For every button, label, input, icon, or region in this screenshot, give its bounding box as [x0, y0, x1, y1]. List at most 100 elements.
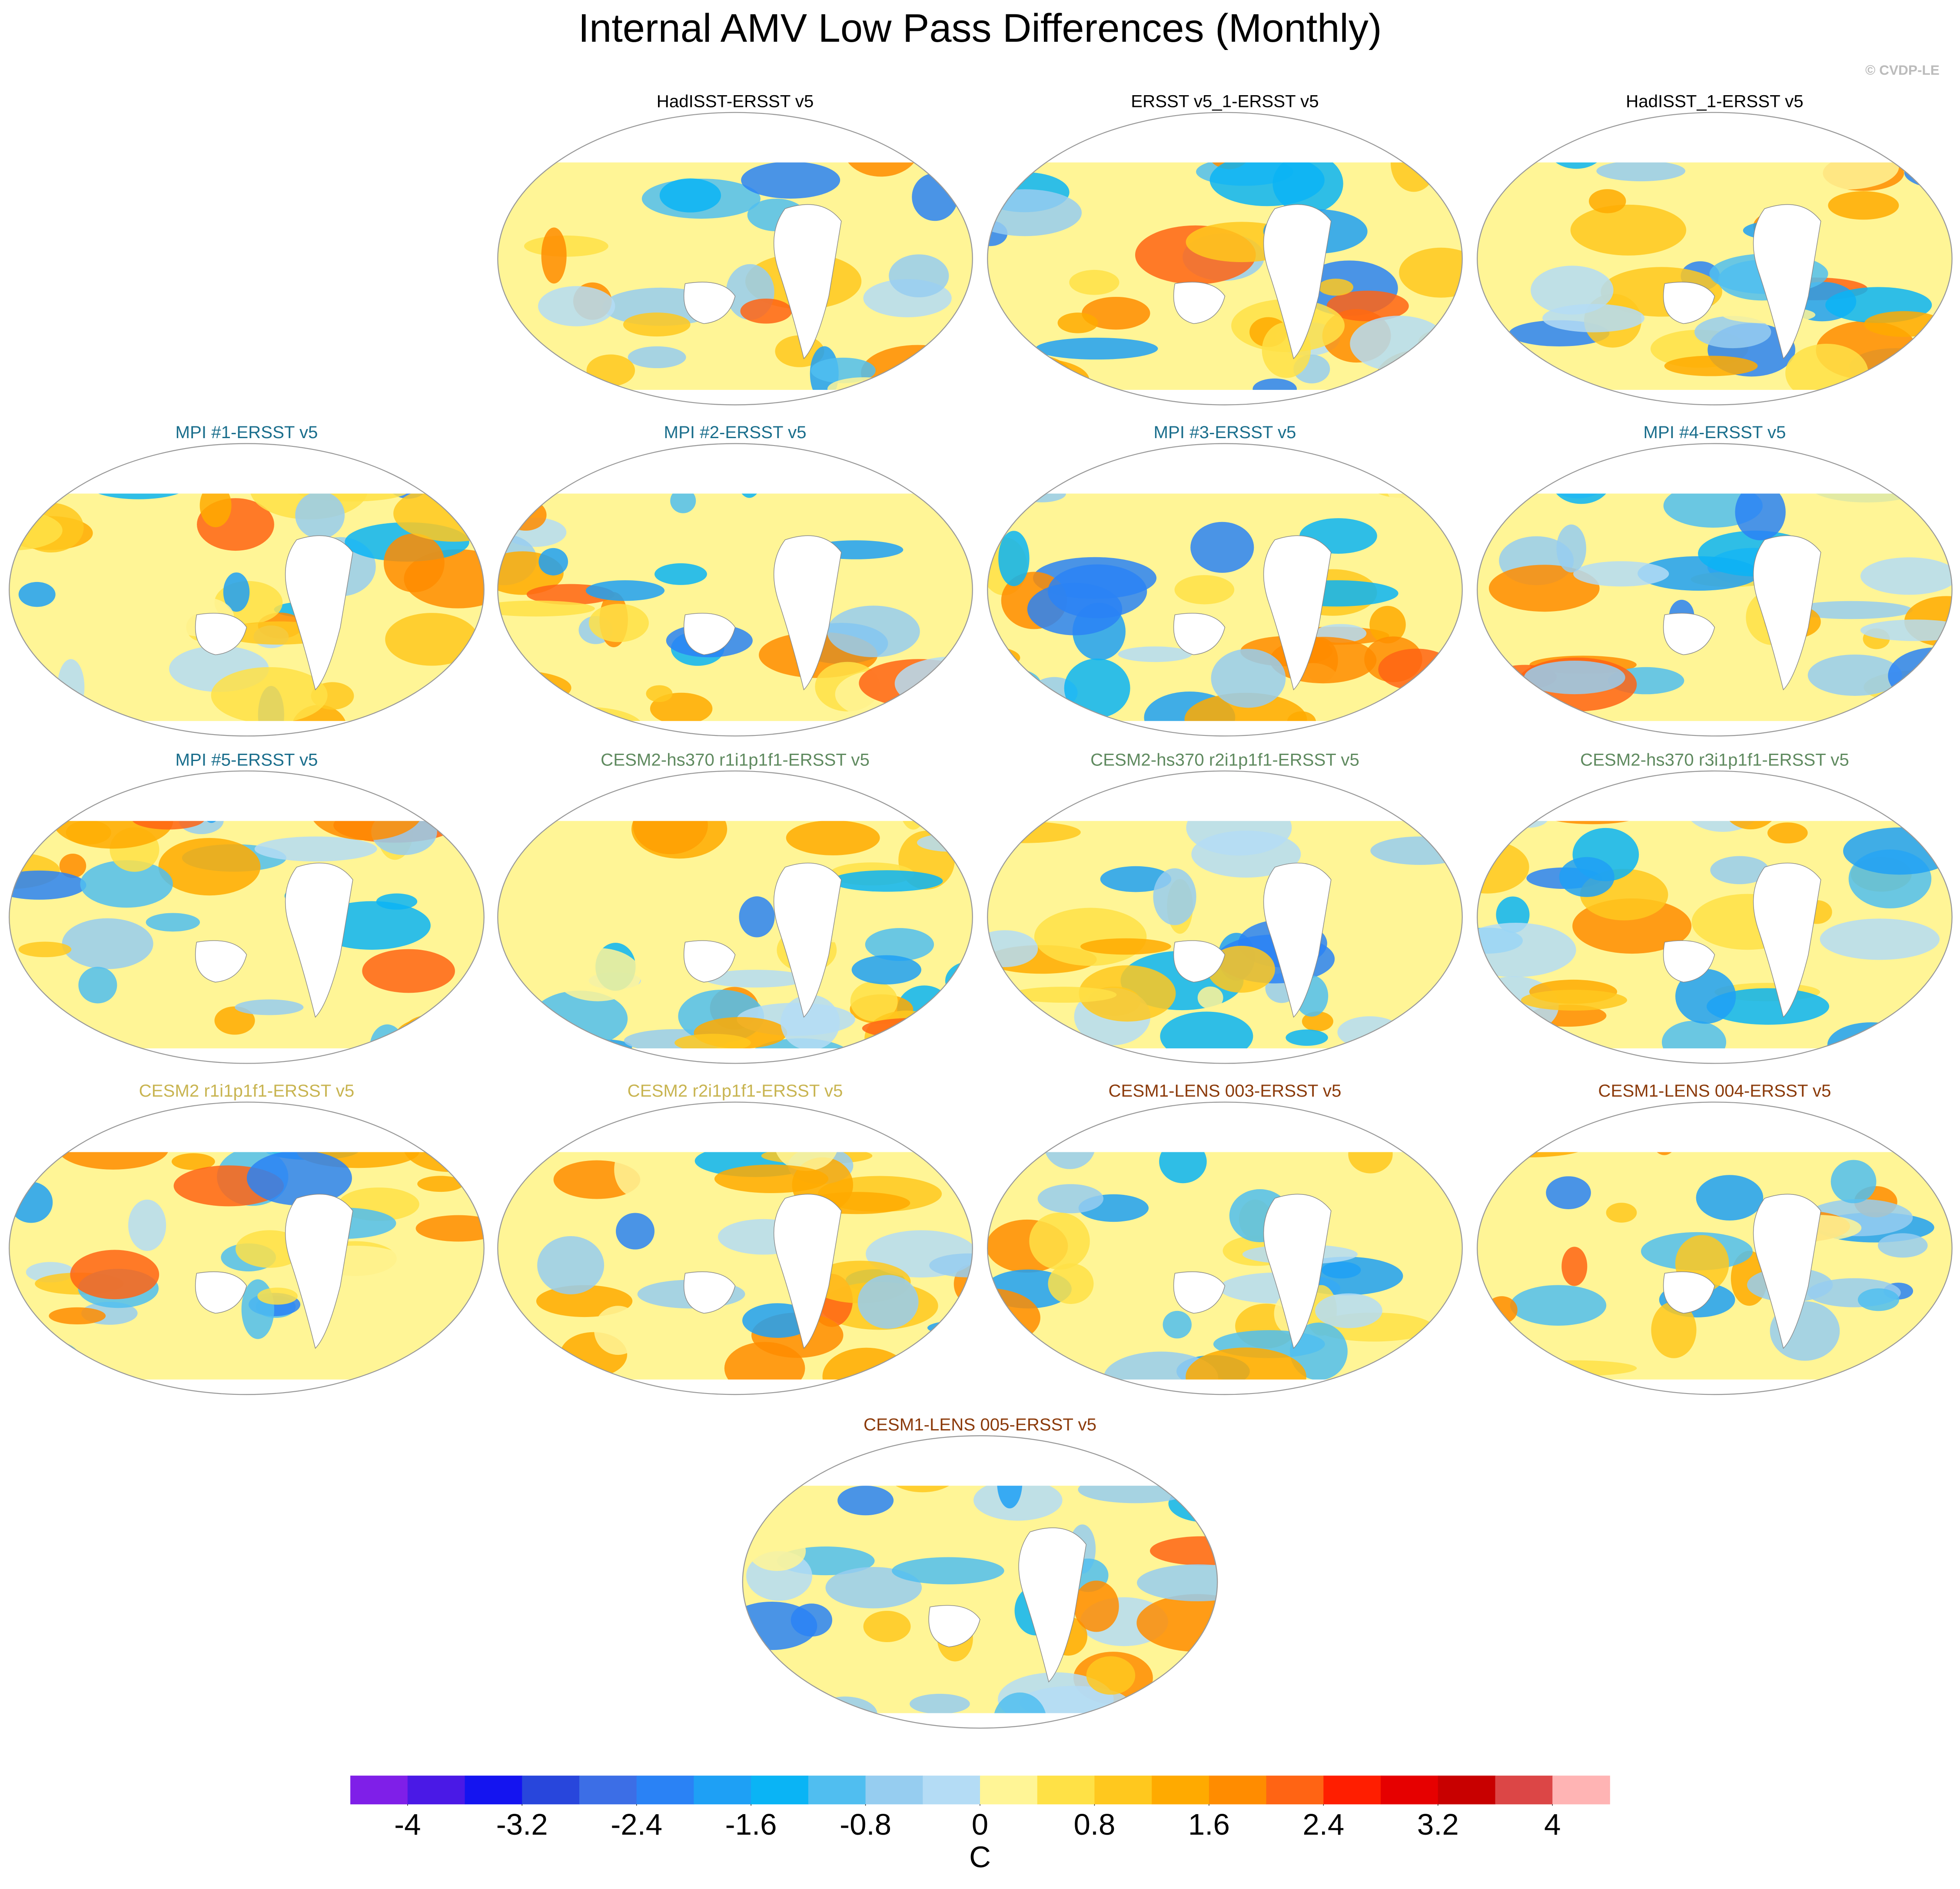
field-blob — [501, 808, 571, 858]
field-blob — [863, 1610, 911, 1643]
colorbar-tick-label: -3.2 — [496, 1808, 548, 1841]
field-blob — [1518, 1374, 1591, 1393]
polar-land — [498, 389, 973, 405]
map — [498, 443, 973, 736]
field-blob — [1573, 517, 1635, 559]
colorbar-box — [980, 1776, 1038, 1805]
field-blob — [1322, 1261, 1361, 1279]
map-border — [742, 1435, 1218, 1729]
polar-land — [498, 1102, 973, 1152]
field-blob — [929, 1253, 973, 1277]
map — [9, 771, 484, 1064]
field-blob — [831, 870, 943, 892]
colorbar-box — [350, 1776, 408, 1805]
field-blob — [1378, 649, 1455, 691]
field-blob — [1000, 355, 1075, 405]
colorbar-box — [465, 1776, 523, 1805]
polar-land — [1477, 443, 1952, 494]
land — [1173, 613, 1226, 655]
land — [928, 1605, 980, 1647]
panel-title: MPI #1-ERSST v5 — [175, 422, 318, 442]
field-blob — [1508, 609, 1596, 625]
field-blob — [950, 490, 973, 515]
field-blob — [1911, 1102, 1952, 1154]
field-blob — [80, 860, 173, 908]
land — [285, 862, 353, 1018]
field-blob — [1420, 1014, 1462, 1064]
field-blob — [1416, 1009, 1462, 1052]
field-blob — [1828, 191, 1899, 220]
colorbar-tick-label: 4 — [1544, 1808, 1561, 1841]
colorbar-box — [1552, 1776, 1610, 1805]
land — [1263, 862, 1332, 1018]
field-blob — [1186, 1347, 1306, 1395]
panel-title: CESM1-LENS 003-ERSST v5 — [1109, 1081, 1342, 1101]
field-blob — [214, 1006, 255, 1035]
colorbar-box — [865, 1776, 924, 1805]
field-blob — [623, 313, 691, 337]
field-blob — [1073, 1580, 1119, 1632]
colorbar-box — [923, 1776, 980, 1805]
land — [773, 1194, 842, 1349]
field-blob — [646, 685, 673, 702]
field-blob — [987, 646, 1020, 669]
land — [1173, 1271, 1226, 1314]
land — [1663, 940, 1715, 983]
map — [1477, 443, 1952, 736]
map — [9, 443, 484, 736]
field-blob — [899, 775, 928, 830]
field-blob — [1369, 605, 1406, 644]
colorbar-tick-label: -0.8 — [840, 1808, 891, 1841]
field-blob — [1286, 1029, 1328, 1046]
field-blob — [1296, 443, 1373, 452]
colorbar-box — [694, 1776, 751, 1805]
polar-land — [987, 443, 1462, 494]
field-blob — [1350, 316, 1448, 372]
field-blob — [1153, 868, 1196, 925]
map-border — [987, 112, 1463, 406]
field-blob — [1857, 1288, 1900, 1311]
field-blob — [1384, 455, 1433, 507]
colorbar-box — [1323, 1776, 1381, 1805]
field-blob — [987, 358, 1090, 402]
field-blob — [211, 667, 328, 724]
field-blob — [366, 443, 403, 468]
colorbar-box — [1266, 1776, 1324, 1805]
field-blob — [9, 1181, 53, 1223]
field-blob — [825, 1436, 862, 1451]
field-blob — [544, 1367, 573, 1395]
field-blob — [235, 999, 304, 1015]
field-blob — [369, 1024, 405, 1064]
polar-land — [9, 1048, 484, 1064]
field-blob — [740, 298, 792, 324]
field-blob — [1174, 575, 1235, 605]
field-blob — [128, 1199, 166, 1251]
colorbar-tick-label: 1.6 — [1188, 1808, 1230, 1841]
field-blob — [1696, 1175, 1764, 1221]
field-blob — [538, 286, 615, 326]
field-blob — [498, 1342, 526, 1395]
map-border — [1477, 443, 1953, 737]
panel-title: CESM1-LENS 004-ERSST v5 — [1598, 1081, 1831, 1101]
field-blob — [1486, 771, 1553, 800]
panel-title: MPI #2-ERSST v5 — [664, 422, 807, 442]
map-border — [1477, 1101, 1953, 1395]
field-blob — [1512, 1360, 1637, 1377]
field-blob — [781, 994, 840, 1051]
polar-land — [1477, 1048, 1952, 1064]
field-blob — [857, 1275, 919, 1329]
field-blob — [748, 1531, 806, 1571]
field-blob — [827, 605, 920, 658]
field-blob — [865, 928, 934, 961]
field-blob — [498, 1346, 535, 1384]
panel-title: CESM2-hs370 r2i1p1f1-ERSST v5 — [1090, 750, 1359, 769]
field-blob — [171, 1153, 215, 1170]
map-border — [1477, 112, 1953, 406]
colorbar-tick-label: -1.6 — [725, 1808, 777, 1841]
land — [773, 535, 842, 691]
field-blob — [1035, 337, 1158, 360]
polar-land — [1477, 721, 1952, 736]
field-blob — [1588, 189, 1626, 213]
field-blob — [1486, 1296, 1518, 1324]
field-blob — [70, 1250, 159, 1300]
